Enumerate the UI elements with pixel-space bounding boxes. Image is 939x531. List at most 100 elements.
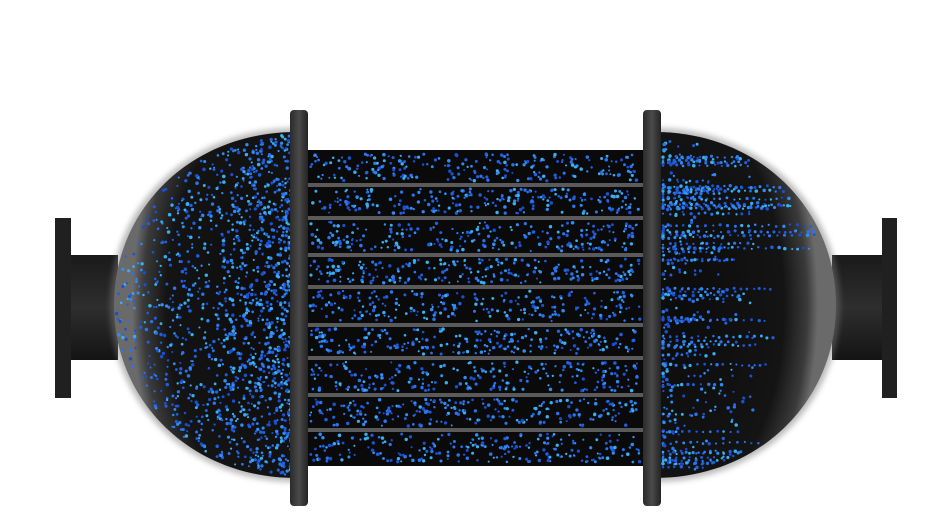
particle [667,178,672,182]
particle [439,231,443,235]
particle [249,353,253,357]
particle [592,224,596,228]
particle [203,445,207,449]
particle [282,454,286,458]
particle [269,450,272,454]
particle [229,418,234,422]
particle [663,358,666,361]
particle [716,156,719,159]
particle [679,240,682,243]
particle [617,274,621,277]
particle [447,432,451,437]
particle [722,235,725,238]
particle [602,336,606,340]
particle [700,205,703,208]
particle [367,446,370,449]
particle [447,315,450,318]
particle [545,452,549,456]
particle [242,148,247,152]
particle [661,339,665,344]
particle [575,408,579,412]
particle [686,287,690,291]
particle [472,178,477,183]
particle [185,286,188,289]
particle [435,209,438,212]
particle [554,269,558,273]
particle [668,362,673,367]
particle [204,280,208,284]
particle [361,345,365,349]
particle [257,229,260,232]
particle [614,279,618,283]
particle [675,338,679,343]
particle [206,284,210,289]
particle [527,264,530,267]
particle [440,420,443,423]
particle [702,452,705,455]
particle [674,430,678,434]
particle [533,258,537,262]
particle [701,430,705,434]
particle [350,436,354,440]
particle [542,448,546,452]
particle [738,297,742,302]
particle [354,204,357,207]
particle [440,374,444,378]
particle [710,251,714,255]
tube-wall [307,323,643,327]
particle [279,252,282,255]
particle [507,271,511,275]
particle [184,338,188,341]
particle [280,409,283,412]
particle [332,278,337,283]
particle [316,294,320,298]
particle [286,279,290,284]
particle [523,235,528,239]
particle [709,201,714,205]
particle [206,403,210,406]
particle [559,196,563,200]
particle [446,403,450,407]
particle [561,309,565,313]
particle [237,148,240,151]
particle [545,207,549,212]
particle [712,173,717,177]
particle [558,399,563,403]
particle [183,411,187,415]
particle [121,285,125,288]
particle [321,435,325,440]
particle [629,388,634,393]
particle [597,198,600,202]
particle [417,258,420,262]
particle [215,444,219,449]
particle [274,421,278,425]
particle [417,190,421,194]
particle [393,244,397,247]
particle [484,330,487,333]
particle [677,195,681,198]
particle [627,233,631,237]
particle [456,231,459,235]
particle [241,262,245,265]
particle [745,196,749,201]
particle [328,407,332,411]
particle [229,388,233,392]
particle [176,184,179,187]
particle [320,177,323,180]
particle [537,296,540,299]
particle [759,230,763,234]
particle [532,154,536,158]
particle [672,196,676,200]
particle [363,350,367,354]
particle [468,361,472,365]
particle [661,374,666,379]
particle [260,436,263,439]
particle [241,462,244,466]
particle [454,153,458,157]
particle [327,443,332,448]
particle [380,436,385,440]
particle [702,412,706,416]
particle [273,163,277,167]
particle [602,370,605,373]
particle [439,301,443,304]
